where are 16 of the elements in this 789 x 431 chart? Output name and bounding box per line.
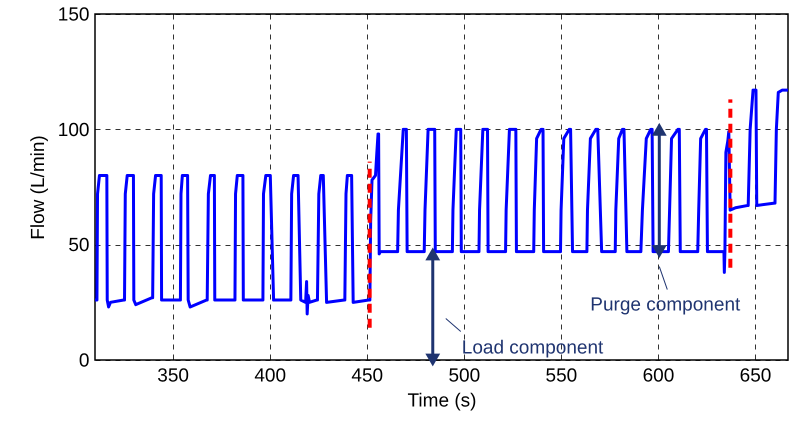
x-axis-title: Time (s) [408,390,476,412]
y-tick-label: 150 [58,4,90,26]
x-tick-label: 600 [642,366,674,386]
y-tick-label: 0 [78,350,90,372]
annotation: Purge component [590,294,742,316]
x-tick-label: 650 [740,366,772,386]
y-tick-label: 50 [68,235,90,256]
y-axis-title: Flow (L/min) [28,135,49,240]
y-tick-label: 100 [58,120,90,141]
x-tick-label: 400 [254,366,286,386]
x-tick-label: 350 [157,366,189,386]
line-series [95,88,788,316]
annotation: Load component [462,337,604,358]
x-tick-label: 500 [448,366,480,386]
x-tick-label: 550 [546,366,578,386]
x-tick-label: 450 [351,366,384,386]
